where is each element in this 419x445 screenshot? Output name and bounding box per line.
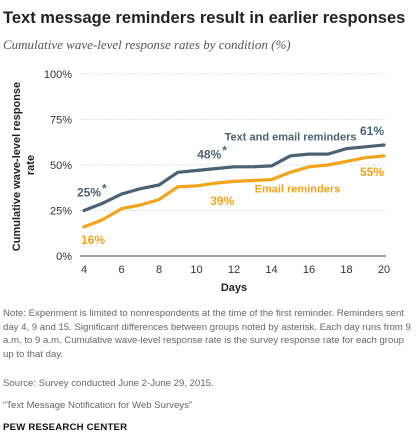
y-axis-ticks: 0% 25% 50% 75% 100%: [44, 69, 72, 263]
chart-source: Source: Survey conducted June 2-June 29,…: [3, 378, 214, 389]
x-tick-label: 12: [228, 264, 240, 276]
x-tick-label: 6: [118, 264, 124, 276]
y-axis-label-line-1: Cumulative wave-level response: [11, 82, 23, 251]
y-axis-label-line-2: rate: [25, 155, 37, 175]
series-label-email: Email reminders: [255, 183, 341, 195]
y-tick-label: 100%: [44, 69, 72, 81]
data-label: 25%*: [77, 182, 107, 200]
x-axis-ticks: 4 6 8 10 12 14 16 18 20: [81, 264, 390, 276]
significance-marker: *: [222, 144, 227, 158]
x-tick-label: 14: [265, 264, 277, 276]
data-label: 39%: [210, 194, 234, 208]
x-axis-label: Days: [221, 282, 247, 294]
data-label: 48%*: [197, 144, 227, 162]
data-label: 55%: [360, 165, 384, 179]
x-tick-label: 16: [303, 264, 315, 276]
report-title: “Text Message Notification for Web Surve…: [3, 400, 192, 411]
significance-marker: *: [102, 182, 107, 196]
data-label: 16%: [81, 233, 105, 247]
y-tick-label: 0%: [56, 251, 72, 263]
series-label-text-and-email: Text and email reminders: [225, 132, 357, 144]
y-axis-label: Cumulative wave-level response rate: [11, 79, 37, 251]
x-tick-label: 18: [340, 264, 352, 276]
chart-title: Text message reminders result in earlier…: [3, 9, 405, 28]
organization-name: PEW RESEARCH CENTER: [3, 422, 127, 433]
y-tick-label: 25%: [50, 206, 72, 218]
line-chart: 0% 25% 50% 75% 100% 4 6 8 10 12 14 16 18 20 Cumulati…: [0, 60, 419, 298]
y-tick-label: 50%: [50, 160, 72, 172]
x-tick-label: 8: [156, 264, 162, 276]
x-tick-label: 10: [190, 264, 202, 276]
chart-subtitle: Cumulative wave-level response rates by …: [3, 37, 291, 53]
y-tick-label: 75%: [50, 115, 72, 127]
x-tick-label: 4: [81, 264, 87, 276]
data-label: 61%: [360, 124, 384, 138]
x-tick-label: 20: [378, 264, 390, 276]
chart-note: Note: Experiment is limited to nonrespon…: [3, 307, 415, 361]
